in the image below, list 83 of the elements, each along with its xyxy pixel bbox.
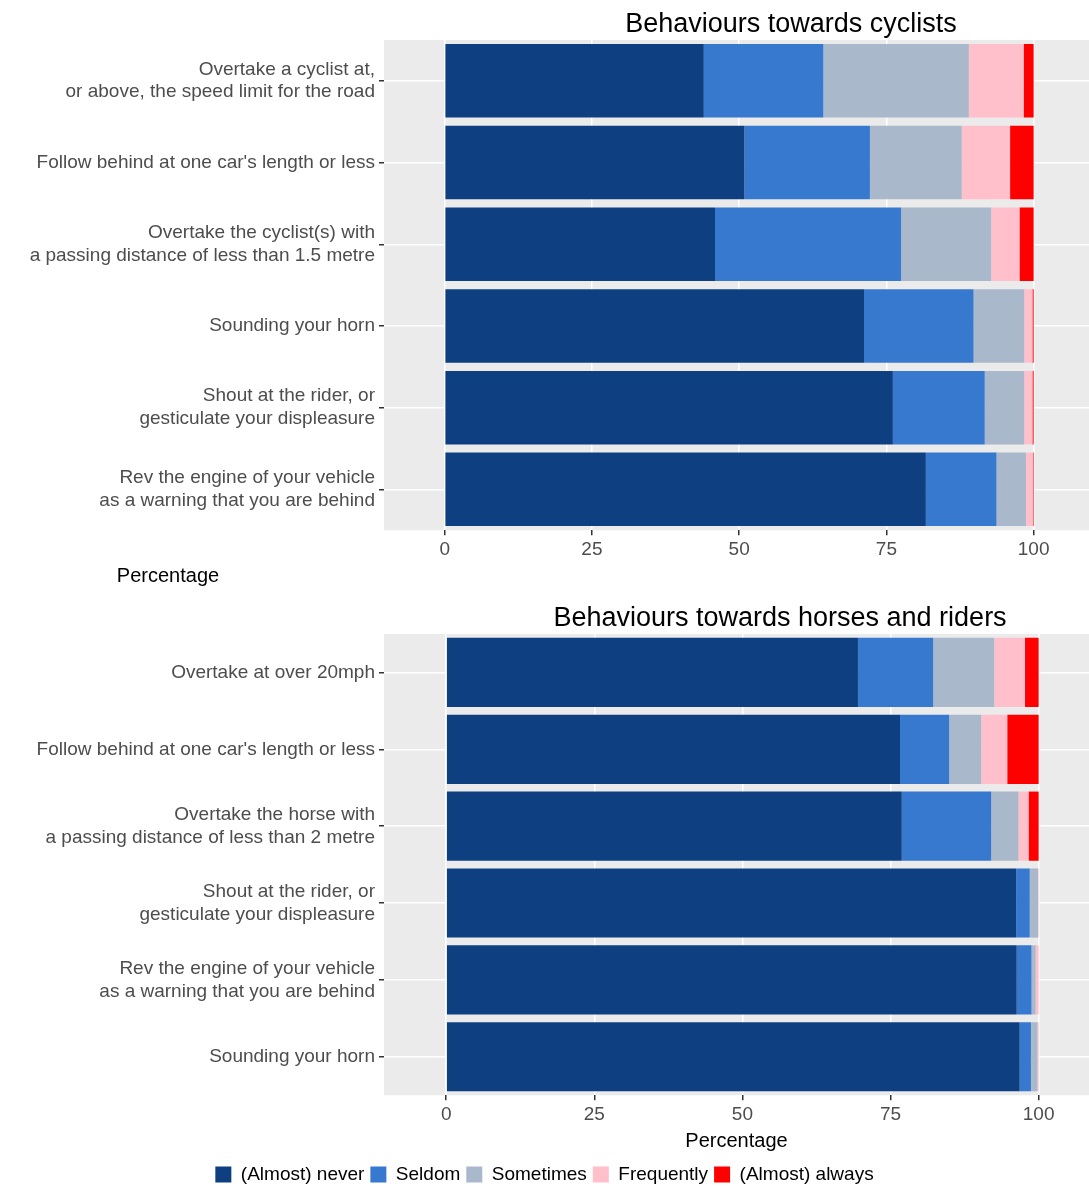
x-tick-label: 75 <box>875 537 897 559</box>
bar <box>949 714 982 784</box>
x-tick-label: 0 <box>440 1102 452 1124</box>
bar <box>901 791 992 861</box>
x-axis-title: Percentage <box>685 1128 788 1151</box>
bar <box>445 207 715 282</box>
bar <box>446 945 1017 1015</box>
bar <box>1024 370 1033 445</box>
x-tick-label: 25 <box>583 1102 605 1124</box>
bar <box>892 370 985 445</box>
bar <box>446 868 1017 938</box>
x-tick-label: 50 <box>731 1102 753 1124</box>
bar <box>933 637 995 708</box>
bar <box>1028 791 1039 861</box>
bar <box>961 125 1011 200</box>
bar <box>1019 207 1034 282</box>
bar <box>1019 1022 1031 1092</box>
x-tick-label: 0 <box>439 537 450 559</box>
y-tick-label: Follow behind at one car's length or less <box>36 737 375 759</box>
bar <box>869 125 962 200</box>
y-tick-label: Overtake the horse with a passing distance of less than 2 metre <box>45 803 375 847</box>
bar <box>1031 945 1036 1015</box>
bar <box>1035 945 1039 1015</box>
bar <box>1024 289 1033 363</box>
bar <box>744 125 870 200</box>
bar <box>715 207 902 282</box>
y-tick-label: Rev the engine of your vehicle as a warning that you are behind <box>99 956 375 1001</box>
bar <box>1010 125 1034 200</box>
y-tick-label: Shout at the rider, or gesticulate your displeasure <box>139 384 376 429</box>
bar <box>1018 791 1029 861</box>
bar <box>901 207 992 282</box>
bar <box>445 289 865 363</box>
bar <box>445 125 745 200</box>
bar <box>968 44 1024 118</box>
x-axis-title: Percentage <box>116 563 220 586</box>
bar <box>973 289 1025 363</box>
bar <box>1016 868 1030 938</box>
bar <box>1025 452 1034 527</box>
y-tick-label: Rev the engine of your vehicle as a warning that you are behind <box>99 466 375 510</box>
y-tick-label: Sounding your horn <box>209 314 375 336</box>
bar <box>703 44 824 118</box>
legend-label: Sometimes <box>491 1162 587 1184</box>
bar <box>445 44 704 118</box>
chart-title: Behaviours towards horses and riders <box>553 601 1007 632</box>
bar <box>446 714 901 784</box>
x-tick-label: 100 <box>1017 537 1050 559</box>
y-tick-label: Shout at the rider, or gesticulate your displeasure <box>139 879 376 924</box>
bar <box>445 452 926 527</box>
bar <box>984 370 1025 445</box>
bar <box>994 637 1026 708</box>
x-tick-label: 25 <box>581 537 603 559</box>
bar <box>1023 44 1034 118</box>
chart-title: Behaviours towards cyclists <box>625 7 957 38</box>
bar <box>991 791 1019 861</box>
bar <box>981 714 1008 784</box>
bar <box>857 637 934 708</box>
bar <box>996 452 1026 527</box>
bar <box>445 370 893 445</box>
bar <box>1029 868 1039 938</box>
legend-label: Seldom <box>395 1162 461 1184</box>
bar <box>991 207 1020 282</box>
bar <box>446 637 858 708</box>
bar <box>446 1022 1020 1092</box>
y-tick-label: Follow behind at one car's length or less <box>36 150 375 172</box>
bar <box>925 452 997 527</box>
bar <box>823 44 969 118</box>
x-tick-label: 50 <box>728 537 750 559</box>
legend-label: (Almost) never <box>240 1162 366 1184</box>
legend-label: (Almost) always <box>739 1162 874 1184</box>
x-tick-label: 75 <box>879 1102 902 1124</box>
bar <box>1030 1022 1038 1092</box>
legend-label: Frequently <box>618 1162 709 1184</box>
bar <box>1025 637 1039 708</box>
y-tick-label: Overtake at over 20mph <box>171 660 375 682</box>
bar <box>864 289 974 363</box>
x-tick-label: 100 <box>1022 1102 1055 1124</box>
y-tick-label: Overtake the cyclist(s) with a passing distance of less than 1.5 metre <box>29 221 375 265</box>
bar <box>1016 945 1032 1015</box>
bar <box>446 791 902 861</box>
bar <box>1007 714 1039 784</box>
y-tick-label: Sounding your horn <box>209 1045 375 1066</box>
y-tick-label: Overtake a cyclist at, or above, the speed limit for the road <box>65 57 375 102</box>
bar <box>900 714 950 784</box>
